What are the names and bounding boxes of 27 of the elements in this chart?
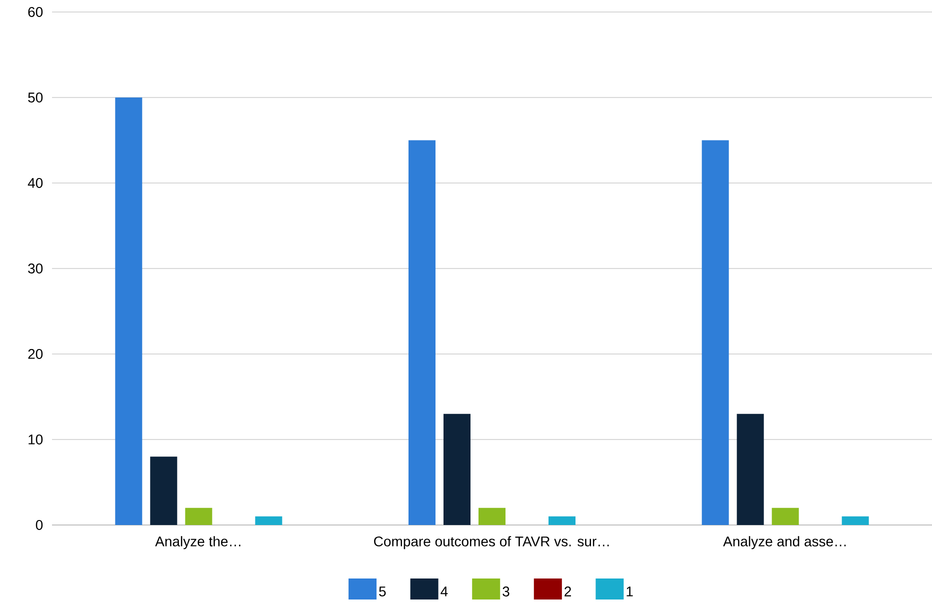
bar [702, 140, 729, 525]
legend-label: 1 [626, 586, 633, 596]
y-tick-label: 50 [28, 92, 43, 102]
x-tick-label: Compare outcomes of TAVR vs. sur… [374, 536, 609, 550]
y-tick-label: 20 [28, 349, 43, 359]
bar [408, 140, 436, 525]
bar [772, 508, 799, 525]
bar [185, 508, 212, 525]
bar [150, 456, 178, 525]
x-tick-label: Analyze and asse… [723, 536, 846, 550]
bar [115, 97, 142, 525]
y-tick-label: 0 [36, 520, 43, 530]
x-tick-label: Analyze the… [155, 536, 240, 550]
legend-label: 3 [502, 586, 510, 596]
y-tick-label: 40 [28, 178, 43, 188]
y-tick-label: 60 [28, 7, 43, 17]
legend-label: 4 [440, 586, 448, 596]
legend-label: 5 [379, 586, 386, 596]
legend-label: 2 [564, 586, 571, 596]
bar [444, 414, 471, 525]
bar [842, 516, 869, 525]
bar [478, 508, 506, 525]
y-tick-label: 10 [28, 434, 43, 444]
bar [548, 516, 576, 525]
bar [736, 414, 764, 525]
bar [255, 516, 282, 525]
y-tick-label: 30 [28, 264, 43, 274]
